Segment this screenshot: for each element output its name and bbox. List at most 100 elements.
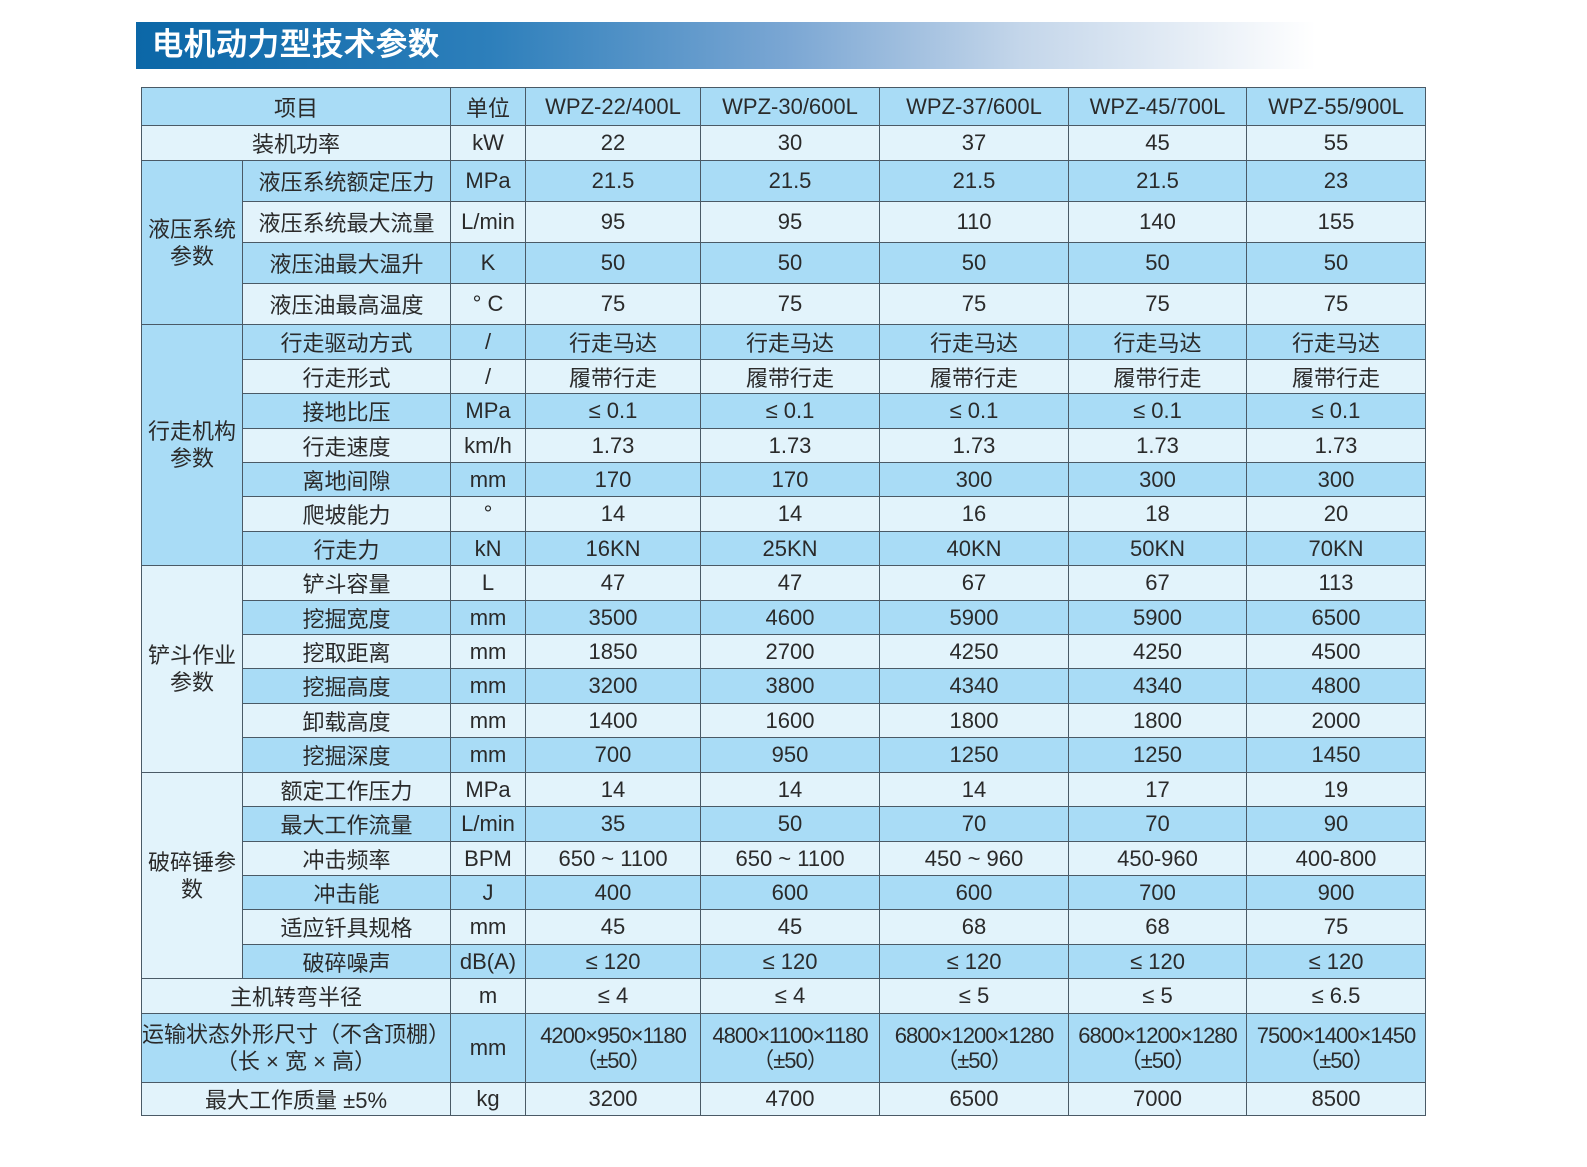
- row-label: 行走形式: [241, 359, 452, 394]
- table-row: 行走机构 参数 行走驱动方式 / 行走马达 行走马达 行走马达 行走马达 行走马达: [141, 324, 1427, 566]
- row-value: 30: [700, 125, 881, 161]
- row-value: 47: [525, 565, 702, 601]
- table-row: 装机功率 kW 22 30 37 45 55: [140, 125, 1427, 161]
- row-unit: MPa: [450, 393, 527, 429]
- row-value: 1250: [1068, 737, 1248, 773]
- row-value: 50: [1246, 242, 1427, 284]
- row-value: 75: [525, 283, 702, 325]
- row-label: 最大工作流量: [241, 806, 452, 842]
- row-unit: ° C: [450, 283, 527, 325]
- table-row: 行走形式 / 履带行走 履带行走 履带行走 履带行走 履带行走: [142, 359, 1427, 394]
- spec-table: 项目 单位 WPZ-22/400L WPZ-30/600L WPZ-37/600L WPZ…: [140, 87, 1427, 1116]
- row-label: 铲斗容量: [241, 565, 452, 601]
- row-value: 14: [700, 496, 881, 532]
- row-value: 75: [1068, 283, 1248, 325]
- row-label: 最大工作质量 ±5%: [140, 1082, 452, 1116]
- row-value: 16: [879, 496, 1070, 532]
- row-unit: /: [450, 359, 527, 394]
- row-value: 1.73: [700, 428, 881, 463]
- header-unit: 单位: [450, 87, 527, 126]
- row-value: 50: [700, 242, 881, 284]
- row-label: 运输状态外形尺寸（不含顶棚） （长 × 宽 × 高）: [140, 1013, 452, 1083]
- row-value: 400: [525, 875, 702, 910]
- table-row: 最大工作流量 L/min 35 50 70 70 90: [142, 806, 1427, 842]
- row-label: 挖掘深度: [241, 737, 452, 773]
- row-value: 20: [1246, 496, 1427, 532]
- row-unit: kg: [450, 1082, 527, 1116]
- header-model: WPZ-30/600L: [700, 87, 881, 126]
- row-value: 45: [700, 909, 881, 945]
- row-unit: kW: [450, 125, 527, 161]
- row-value: 650 ~ 1100: [700, 841, 881, 876]
- row-unit: km/h: [450, 428, 527, 463]
- row-value: 4340: [1068, 668, 1248, 704]
- row-value: 17: [1068, 772, 1248, 807]
- dims-value: 6800×1200×1280: [894, 1023, 1055, 1048]
- row-value: 90: [1246, 806, 1427, 842]
- row-value: 113: [1246, 565, 1427, 601]
- row-unit: L/min: [450, 201, 527, 243]
- row-unit: /: [450, 324, 527, 360]
- row-value: 14: [525, 772, 702, 807]
- dims-value: 4800×1100×1180: [712, 1023, 868, 1048]
- row-value: 50: [879, 242, 1070, 284]
- row-value: ≤ 6.5: [1246, 978, 1427, 1014]
- row-value: ≤ 4: [525, 978, 702, 1014]
- row-label: 行走速度: [241, 428, 452, 463]
- row-value: 14: [700, 772, 881, 807]
- row-value: 履带行走: [700, 359, 881, 394]
- row-unit: L/min: [450, 806, 527, 842]
- row-value: 950: [700, 737, 881, 773]
- group-label-line: 数: [180, 876, 203, 902]
- row-label: 挖取距离: [241, 634, 452, 669]
- row-unit: L: [450, 565, 527, 601]
- row-value: 45: [525, 909, 702, 945]
- row-value: 1600: [700, 703, 881, 738]
- row-value: 110: [879, 201, 1070, 243]
- row-value: 7500×1400×1450 （±50）: [1246, 1013, 1427, 1083]
- row-unit: mm: [450, 462, 527, 497]
- row-value: 450-960: [1068, 841, 1248, 876]
- table-row: 行走力 kN 16KN 25KN 40KN 50KN 70KN: [142, 531, 1427, 566]
- group-label-line: 行走机构: [147, 419, 236, 444]
- table-row: 离地间隙 mm 170 170 300 300 300: [142, 462, 1427, 497]
- row-value: 1800: [879, 703, 1070, 738]
- row-label: 液压油最高温度: [241, 283, 452, 325]
- row-value: 21.5: [525, 160, 702, 202]
- row-value: 40KN: [879, 531, 1070, 566]
- row-value: 47: [700, 565, 881, 601]
- row-label: 额定工作压力: [241, 772, 452, 807]
- table-row: 铲斗作业 参数 铲斗容量 L 47 47 67 67 113: [141, 565, 1427, 773]
- row-unit: dB(A): [450, 944, 527, 979]
- row-value: 300: [1246, 462, 1427, 497]
- row-label: 液压系统最大流量: [241, 201, 452, 243]
- row-value: 履带行走: [879, 359, 1070, 394]
- row-unit: mm: [450, 668, 527, 704]
- row-value: 14: [525, 496, 702, 532]
- row-value: 140: [1068, 201, 1248, 243]
- row-value: 行走马达: [1246, 324, 1427, 360]
- group-label: 破碎锤参数: [141, 772, 243, 979]
- row-value: 22: [525, 125, 702, 161]
- dims-label-line1: 运输状态外形尺寸（不含顶棚）: [142, 1022, 451, 1047]
- row-value: 4500: [1246, 634, 1427, 669]
- row-label: 行走驱动方式: [241, 324, 452, 360]
- row-value: 1.73: [1068, 428, 1248, 463]
- header-model: WPZ-22/400L: [525, 87, 702, 126]
- row-label: 挖掘高度: [241, 668, 452, 704]
- row-value: 23: [1246, 160, 1427, 202]
- row-value: 35: [525, 806, 702, 842]
- row-value: 600: [879, 875, 1070, 910]
- row-value: 行走马达: [525, 324, 702, 360]
- row-value: ≤ 120: [1246, 944, 1427, 979]
- row-value: 450 ~ 960: [879, 841, 1070, 876]
- row-value: 75: [1246, 283, 1427, 325]
- group-label-line: 铲斗作业: [147, 643, 236, 668]
- table-row: 液压油最大温升 K 50 50 50 50 50: [142, 242, 1427, 284]
- row-value: 4250: [1068, 634, 1248, 669]
- row-label: 液压系统额定压力: [241, 160, 452, 202]
- row-value: 6500: [879, 1082, 1070, 1116]
- row-value: 45: [1068, 125, 1248, 161]
- row-value: 1.73: [525, 428, 702, 463]
- row-unit: mm: [450, 909, 527, 945]
